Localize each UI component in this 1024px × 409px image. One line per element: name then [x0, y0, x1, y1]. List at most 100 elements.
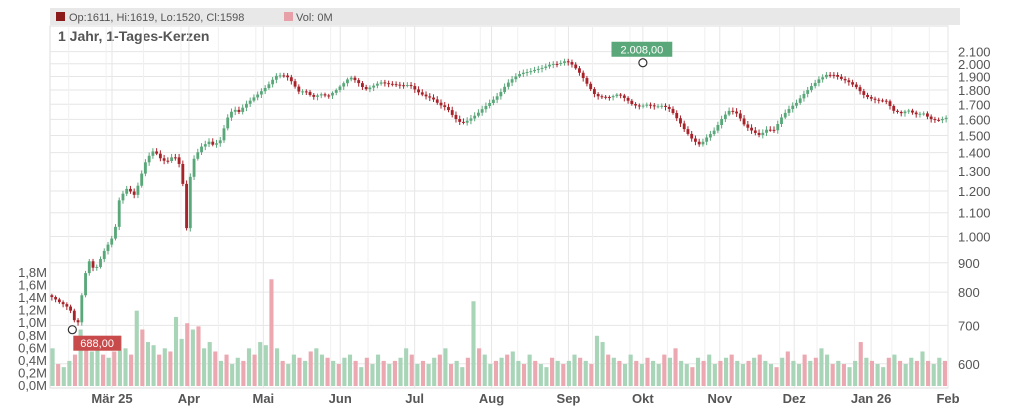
candle-body — [907, 110, 911, 112]
candle-body — [259, 91, 263, 95]
price-tick-label: 700 — [958, 318, 980, 333]
volume-bar — [886, 357, 891, 386]
volume-bar — [218, 360, 223, 386]
candle-body — [862, 91, 866, 95]
candle-body — [57, 299, 61, 303]
volume-bar — [72, 354, 78, 386]
volume-tick-label: 1,8M — [18, 265, 47, 280]
volume-bar — [527, 354, 532, 386]
candle-body — [720, 119, 724, 125]
candle-body — [211, 141, 215, 145]
candle-body — [267, 84, 271, 89]
candle-body — [506, 82, 510, 87]
volume-bar — [864, 357, 869, 386]
candle-body — [529, 71, 533, 73]
volume-bar — [914, 360, 919, 386]
volume-bar — [112, 351, 117, 386]
volume-axis: 0,0M0,2M0,4M0,6M0,8M1,0M1,2M1,4M1,6M1,8M — [18, 265, 47, 393]
volume-bar — [847, 367, 852, 386]
candle-body — [450, 110, 454, 115]
candle-body — [723, 114, 727, 120]
volume-bar — [101, 354, 106, 386]
volume-bar — [724, 357, 729, 386]
volume-bar — [448, 364, 454, 386]
candle-body — [780, 117, 783, 125]
volume-tick-label: 0,8M — [18, 328, 47, 343]
candle-body — [454, 114, 458, 120]
price-tick-label: 1.700 — [958, 97, 991, 112]
candle-body — [256, 94, 260, 98]
candle-body — [301, 91, 304, 93]
volume-bar — [505, 354, 510, 386]
candle-body — [158, 153, 162, 159]
price-tick-label: 1.900 — [958, 70, 991, 85]
candle-body — [188, 176, 192, 229]
candle-body — [521, 72, 525, 75]
price-tick-label: 1.400 — [958, 146, 991, 161]
volume-bar — [869, 360, 875, 386]
volume-bar — [707, 354, 712, 386]
volume-bar — [746, 360, 751, 386]
volume-bar — [684, 364, 689, 386]
candle-body — [405, 85, 409, 87]
volume-bar — [493, 360, 498, 386]
candle-body — [200, 146, 203, 153]
volume-bar — [858, 342, 863, 386]
volume-bar — [813, 357, 818, 386]
candle-body — [439, 102, 443, 106]
volume-bar — [443, 348, 448, 386]
candle-body — [192, 158, 196, 177]
candle-body — [806, 90, 810, 94]
candle-body — [147, 155, 151, 163]
candle-body — [551, 63, 555, 65]
volume-bar — [252, 354, 257, 386]
candle-body — [349, 77, 353, 80]
volume-bar — [460, 367, 465, 386]
candle-body — [319, 94, 323, 96]
candle-body — [566, 61, 570, 63]
volume-bar — [477, 348, 482, 386]
volume-bar — [634, 360, 639, 386]
candle-body — [899, 111, 903, 114]
candle-body — [390, 83, 394, 85]
volume-bar — [263, 345, 268, 386]
volume-bar — [808, 360, 813, 386]
candle-body — [304, 91, 308, 93]
candle-body — [353, 77, 357, 81]
candle-body — [776, 124, 780, 131]
candle-body — [316, 95, 319, 97]
candle-body — [308, 91, 312, 95]
volume-bar — [645, 357, 650, 386]
candle-body — [821, 77, 825, 80]
candle-body — [361, 83, 364, 88]
volume-bar — [465, 357, 470, 386]
candle-body — [465, 120, 469, 123]
volume-bar — [740, 364, 745, 386]
volume-bar — [145, 342, 151, 386]
volume-bar — [426, 364, 431, 386]
volume-bar — [280, 360, 285, 386]
candle-body — [536, 68, 540, 70]
candle-body — [847, 80, 851, 83]
candle-body — [364, 87, 368, 90]
candle-body — [289, 77, 293, 82]
volume-bar — [926, 360, 931, 386]
price-tick-label: 1.200 — [958, 184, 991, 199]
volume-bar — [404, 348, 409, 386]
candle-body — [469, 118, 473, 121]
volume-bar — [757, 354, 762, 386]
volume-bar — [297, 357, 302, 386]
volume-bar — [544, 367, 549, 386]
candle-body — [398, 84, 402, 86]
candle-body — [241, 107, 245, 112]
candle-body — [428, 96, 432, 98]
candle-body — [544, 66, 548, 68]
x-tick-label: Apr — [178, 391, 200, 406]
candle-body — [102, 250, 106, 260]
volume-bar — [538, 364, 543, 386]
volume-bar — [162, 348, 167, 386]
candle-body — [383, 82, 387, 84]
candle-body — [877, 99, 881, 101]
volume-bar — [920, 351, 925, 386]
candle-body — [76, 320, 80, 323]
